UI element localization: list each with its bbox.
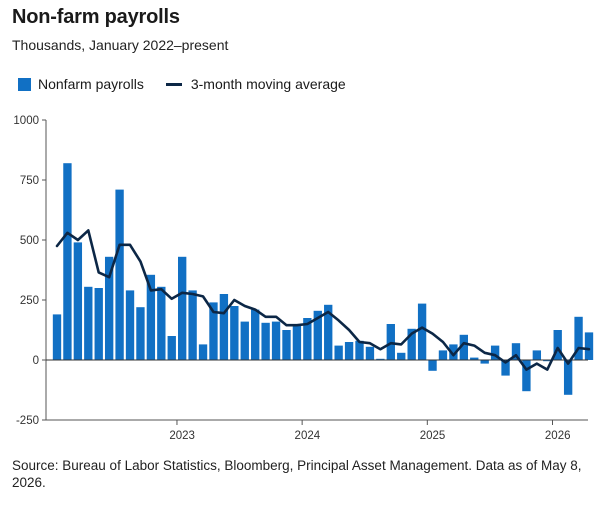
bar [563, 360, 573, 395]
bar [178, 256, 187, 360]
bar [188, 290, 197, 360]
moving-average-line [55, 229, 591, 371]
bar [251, 309, 260, 360]
bar [397, 352, 406, 360]
legend-label-payrolls: Nonfarm payrolls [38, 76, 144, 92]
bar [365, 346, 375, 360]
chart-plot: 1000 750 500 250 0 -250 2023 2024 2025 2026 [13, 115, 594, 442]
legend-swatch-bar [18, 77, 31, 91]
bar [522, 360, 531, 392]
bar [261, 322, 270, 360]
bar [84, 286, 93, 360]
legend-swatch-line [165, 82, 182, 86]
bar [271, 321, 281, 360]
x-tick-label: 2024 [295, 430, 321, 442]
bar [490, 345, 500, 360]
bar [376, 358, 385, 360]
bar [417, 303, 427, 360]
bar [209, 302, 218, 360]
bar [104, 256, 114, 360]
y-tick-label: 250 [20, 295, 39, 307]
bar [344, 342, 354, 360]
bar [553, 330, 562, 360]
bar [574, 316, 583, 360]
x-tick-label: 2025 [420, 430, 446, 442]
bar [407, 328, 416, 360]
bar [532, 350, 542, 360]
y-tick-label: -250 [16, 415, 39, 427]
bar [313, 310, 322, 360]
chart-subtitle: Thousands, January 2022–present [12, 37, 229, 53]
x-tick-label: 2023 [169, 430, 195, 442]
bar [584, 332, 594, 360]
bar [449, 344, 458, 360]
bar [292, 325, 302, 360]
bar [282, 330, 291, 360]
x-tick-label: 2026 [545, 430, 571, 442]
y-tick-label: 750 [20, 175, 39, 187]
bar [459, 334, 468, 360]
bar [219, 294, 229, 360]
y-tick-label: 1000 [13, 115, 39, 127]
bar [511, 343, 521, 360]
bar [167, 336, 176, 360]
bar [73, 242, 83, 360]
legend-item-payrolls: Nonfarm payrolls [18, 76, 144, 92]
bar [230, 306, 239, 360]
bar [428, 360, 437, 371]
bar [355, 340, 364, 360]
bar [303, 318, 312, 360]
bar [470, 357, 479, 360]
bar [334, 345, 343, 360]
bar [115, 189, 124, 360]
bar [543, 360, 552, 362]
y-tick-label: 0 [33, 355, 39, 367]
bar [125, 290, 135, 360]
bar [198, 344, 208, 360]
bar [480, 360, 489, 364]
bar [157, 286, 166, 360]
bar [438, 350, 448, 360]
bar [94, 288, 103, 360]
legend: Nonfarm payrolls 3-month moving average [18, 76, 368, 92]
bar [136, 307, 145, 360]
bar [240, 321, 249, 360]
source-note: Source: Bureau of Labor Statistics, Bloo… [12, 458, 582, 490]
bar [324, 304, 333, 360]
bar [63, 163, 72, 360]
y-tick-label: 500 [20, 235, 39, 247]
bar [52, 314, 62, 360]
bar [501, 360, 510, 376]
bar [146, 274, 156, 360]
legend-label-moving-average: 3-month moving average [190, 76, 346, 92]
legend-item-moving-average: 3-month moving average [165, 76, 346, 92]
chart-title: Non-farm payrolls [12, 6, 180, 28]
